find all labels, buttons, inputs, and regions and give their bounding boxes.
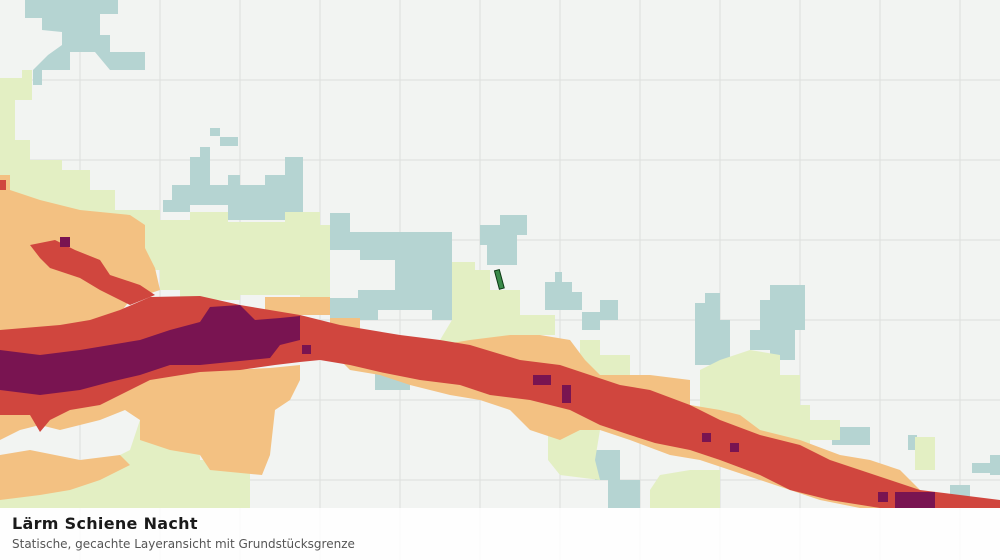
teal-areas xyxy=(25,0,1000,508)
legend-panel: Lärm Schiene Nacht Statische, gecachte L… xyxy=(0,508,1000,560)
layer-title: Lärm Schiene Nacht xyxy=(12,514,198,533)
layer-subtitle: Statische, gecachte Layeransicht mit Gru… xyxy=(12,537,355,551)
parcel-boundary xyxy=(493,268,505,290)
purple-areas xyxy=(0,237,935,508)
